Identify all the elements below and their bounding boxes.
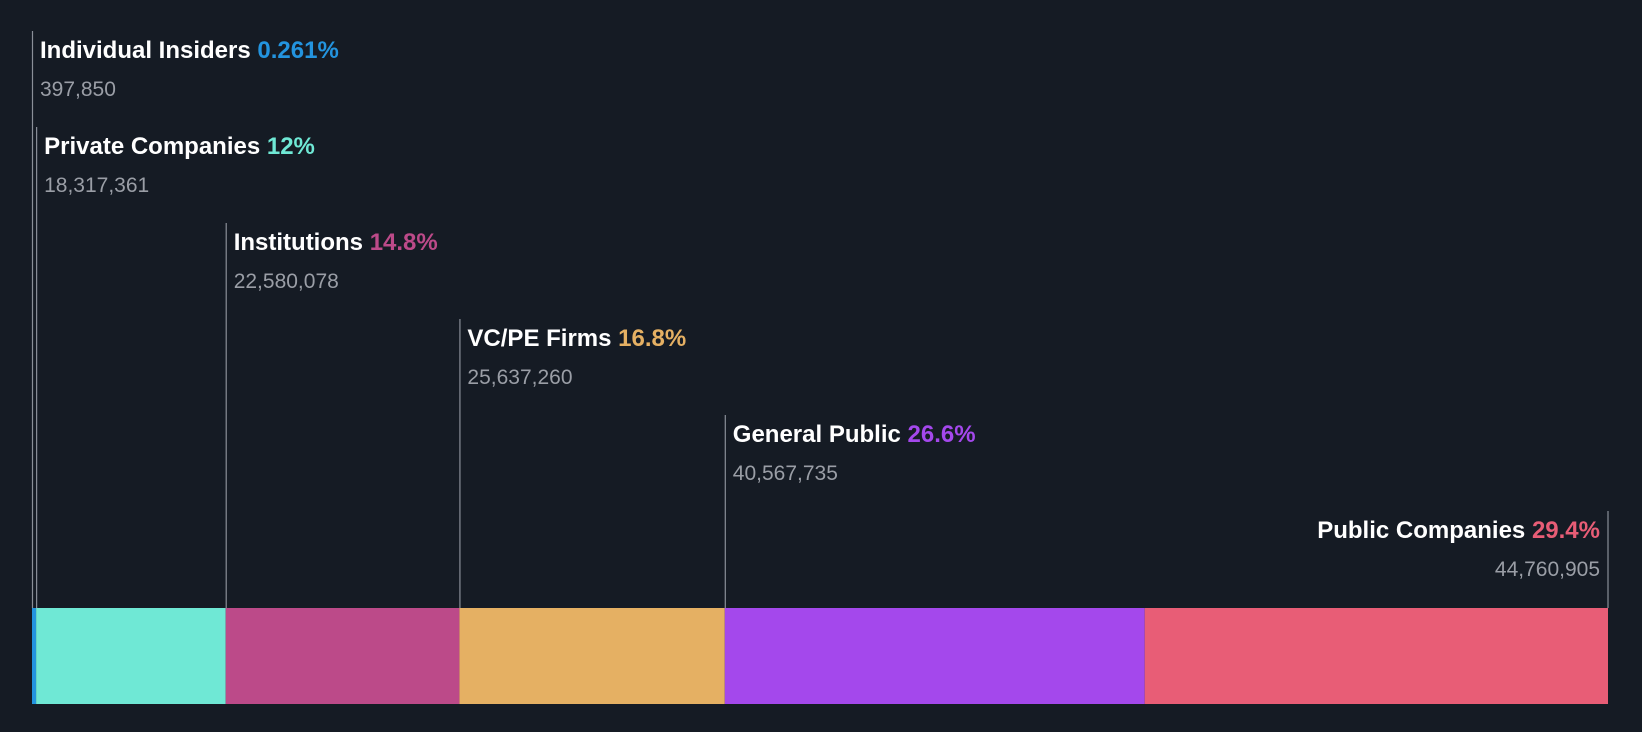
segment-count-private-companies: 18,317,361 <box>44 174 149 197</box>
segment-count-individual-insiders: 397,850 <box>40 78 116 101</box>
segment-name-public-companies: Public Companies <box>1317 517 1532 544</box>
leader-lines <box>31 31 1609 608</box>
segment-name-individual-insiders: Individual Insiders <box>40 37 257 64</box>
segment-name-institutions: Institutions <box>234 229 370 256</box>
segment-label-vc-pe-firms: VC/PE Firms 16.8% <box>467 325 686 352</box>
bar-segment-public-companies <box>1144 608 1608 704</box>
segment-count-institutions: 22,580,078 <box>234 270 339 293</box>
segment-name-vc-pe-firms: VC/PE Firms <box>467 325 618 352</box>
bar-segments <box>32 608 1608 704</box>
bar-segment-institutions <box>225 608 460 704</box>
segment-label-individual-insiders: Individual Insiders 0.261% <box>40 37 339 64</box>
segment-percent-individual-insiders: 0.261% <box>257 37 338 64</box>
segment-count-public-companies: 44,760,905 <box>1495 558 1600 581</box>
segment-labels: Individual Insiders 0.261% 397,850 Private… <box>40 37 1600 581</box>
segment-percent-vc-pe-firms: 16.8% <box>618 325 686 352</box>
segment-percent-institutions: 14.8% <box>370 229 438 256</box>
segment-name-private-companies: Private Companies <box>44 133 267 160</box>
segment-count-general-public: 40,567,735 <box>733 462 838 485</box>
bar-segment-general-public <box>724 608 1145 704</box>
bar-segment-private-companies <box>36 608 226 704</box>
segment-label-general-public: General Public 26.6% <box>733 421 976 448</box>
segment-label-institutions: Institutions 14.8% <box>234 229 438 256</box>
segment-count-vc-pe-firms: 25,637,260 <box>467 366 572 389</box>
segment-percent-public-companies: 29.4% <box>1532 517 1600 544</box>
segment-percent-private-companies: 12% <box>267 133 315 160</box>
segment-name-general-public: General Public <box>733 421 908 448</box>
bar-segment-individual-insiders <box>32 608 37 704</box>
segment-label-private-companies: Private Companies 12% <box>44 133 315 160</box>
bar-segment-vc-pe-firms <box>459 608 725 704</box>
segment-label-public-companies: Public Companies 29.4% <box>1317 517 1600 544</box>
segment-percent-general-public: 26.6% <box>908 421 976 448</box>
